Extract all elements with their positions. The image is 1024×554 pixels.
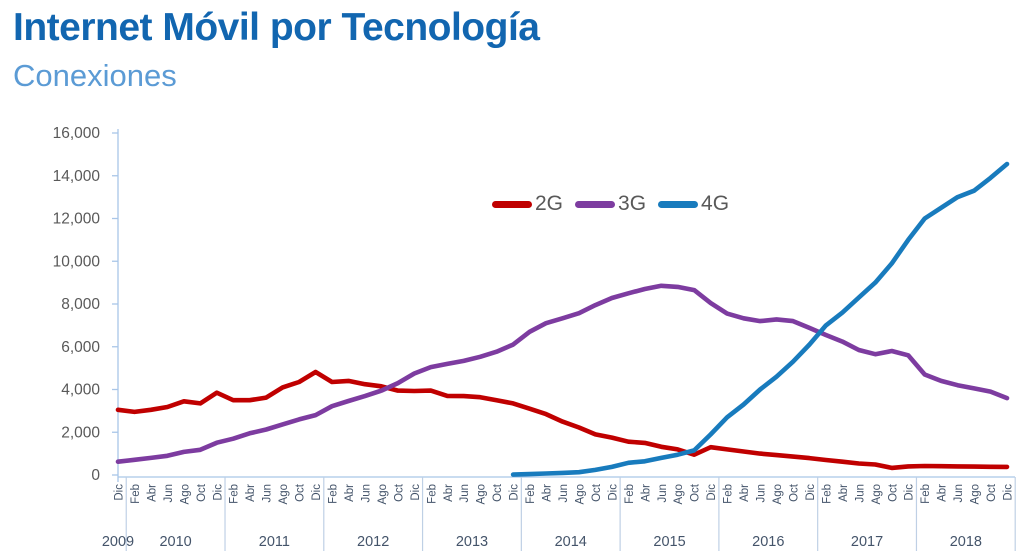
x-tick-label: Abr [344, 484, 356, 502]
x-tick-label: Jun [360, 484, 372, 503]
x-tick-label: Oct [887, 483, 899, 502]
x-tick-label: Ago [278, 484, 290, 504]
x-tick-label: Jun [657, 484, 669, 503]
x-tick-label: Dic [805, 484, 817, 501]
x-year-label: 2015 [653, 534, 685, 550]
y-tick-label: 0 [91, 467, 100, 484]
x-tick-label: Dic [706, 484, 718, 501]
header: Internet Móvil por Tecnología Conexiones [13, 6, 540, 94]
x-tick-label: Dic [311, 484, 323, 501]
x-tick-label: Feb [130, 484, 142, 504]
x-tick-label: Oct [690, 483, 702, 502]
x-tick-label: Oct [295, 483, 307, 502]
legend-label-2g: 2G [535, 192, 564, 215]
series-2g-line [115, 369, 1010, 471]
y-tick-label: 6,000 [61, 339, 100, 356]
x-year-label: 2016 [752, 534, 784, 550]
x-tick-label: Oct [393, 483, 405, 502]
y-tick-label: 12,000 [53, 211, 101, 228]
series-3g-line [115, 283, 1010, 464]
x-tick-label: Oct [986, 483, 998, 502]
x-tick-label: Dic [509, 484, 521, 501]
x-tick-label: Ago [476, 484, 488, 504]
x-tick-label: Oct [788, 483, 800, 502]
x-tick-label: Ago [772, 484, 784, 504]
y-tick-label: 10,000 [53, 253, 101, 270]
y-tick-label: 2,000 [61, 424, 100, 441]
x-tick-label: Dic [607, 484, 619, 501]
x-tick-label: Jun [558, 484, 570, 503]
x-tick-label: Oct [591, 483, 603, 502]
x-tick-label: Abr [146, 484, 158, 502]
x-tick-label: Ago [377, 484, 389, 504]
x-year-label: 2014 [555, 534, 587, 550]
page-title: Internet Móvil por Tecnología [13, 6, 540, 49]
x-tick-label: Feb [328, 484, 340, 504]
x-tick-label: Jun [262, 484, 274, 503]
x-tick-label: Feb [229, 484, 241, 504]
x-tick-label: Jun [459, 484, 471, 503]
x-tick-label: Dic [1003, 484, 1015, 501]
series-4g-line [510, 161, 1010, 477]
x-tick-label: Feb [821, 484, 833, 504]
legend-item-2g: 2G [492, 192, 563, 216]
x-year-label: 2017 [851, 534, 883, 550]
x-tick-label: Abr [739, 484, 751, 502]
legend-item-4g: 4G [658, 192, 729, 216]
x-year-label: 2018 [950, 534, 982, 550]
x-tick-label: Oct [492, 483, 504, 502]
legend: 2G 3G 4G [492, 192, 729, 216]
x-tick-label: Abr [245, 484, 257, 502]
x-year-label: 2010 [159, 534, 191, 550]
y-tick-label: 16,000 [53, 125, 101, 142]
page-subtitle: Conexiones [13, 57, 177, 93]
x-tick-label: Ago [970, 484, 982, 504]
x-tick-label: Abr [838, 484, 850, 502]
x-tick-label: Ago [673, 484, 685, 504]
x-tick-label: Dic [904, 484, 916, 501]
legend-label-4g: 4G [701, 192, 730, 215]
y-tick-label: 4,000 [61, 382, 100, 399]
x-tick-label: Ago [871, 484, 883, 504]
x-tick-label: Jun [953, 484, 965, 503]
x-tick-label: Abr [542, 484, 554, 502]
x-tick-label: Ago [574, 484, 586, 504]
x-tick-label: Jun [756, 484, 768, 503]
x-tick-label: Feb [723, 484, 735, 504]
x-tick-label: Abr [443, 484, 455, 502]
x-tick-label: Dic [410, 484, 422, 501]
x-tick-label: Dic [114, 484, 126, 501]
x-tick-label: Abr [640, 484, 652, 502]
x-year-label: 2011 [259, 534, 290, 550]
x-year-label: 2013 [456, 534, 488, 550]
x-tick-label: Dic [212, 484, 224, 501]
x-tick-label: Feb [426, 484, 438, 504]
x-tick-label: Feb [525, 484, 537, 504]
x-tick-label: Jun [854, 484, 866, 503]
legend-item-3g: 3G [575, 192, 646, 216]
x-tick-label: Oct [196, 483, 208, 502]
legend-swatch-3g [575, 200, 616, 208]
x-tick-label: Feb [920, 484, 932, 504]
x-year-label: 2009 [102, 534, 134, 550]
x-year-label: 2012 [357, 534, 389, 550]
y-tick-label: 14,000 [53, 168, 101, 185]
x-tick-label: Ago [179, 484, 191, 504]
x-tick-label: Abr [937, 484, 949, 502]
legend-label-3g: 3G [618, 192, 647, 215]
legend-swatch-2g [492, 200, 532, 208]
y-tick-label: 8,000 [61, 296, 100, 313]
x-tick-label: Jun [163, 484, 175, 503]
x-tick-label: Feb [624, 484, 636, 504]
legend-swatch-4g [658, 200, 699, 208]
